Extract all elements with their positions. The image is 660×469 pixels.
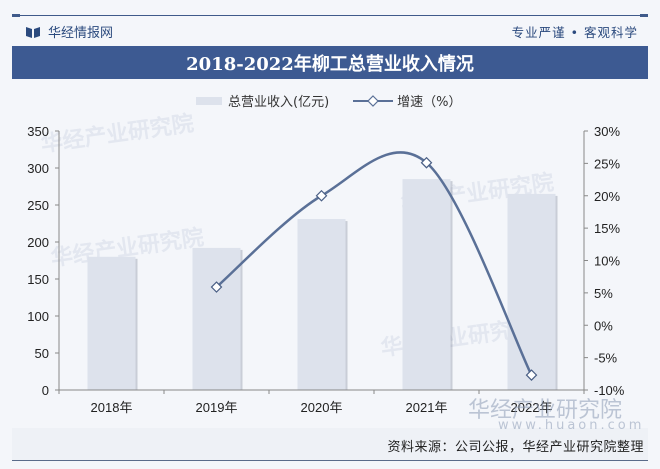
left-tick-label: 300 [27,161,49,176]
legend-bar-swatch [196,96,222,105]
legend-bar-label: 总营业收入(亿元) [228,95,330,110]
chart-legend: 总营业收入(亿元) 增速（%） [196,91,462,110]
right-tick-label: 30% [594,124,620,139]
line-marker-icon [420,156,433,169]
right-tick-label: -5% [594,351,618,366]
left-tick-label: 350 [27,124,49,139]
right-tick-label: 15% [594,221,620,236]
right-tick-label: 10% [594,254,620,269]
x-tick-label: 2020年 [301,400,343,415]
left-tick-label: 250 [27,198,49,213]
bar [87,256,136,390]
bar [192,247,241,390]
legend-line-swatch-icon [353,94,394,107]
source-note: 资料来源：公司公报，华经产业研究院整理 [387,440,644,455]
right-tick-label: 20% [594,189,620,204]
brand: 华经情报网 [26,22,113,41]
legend-line-label: 增速（%） [397,95,462,110]
left-tick-label: 200 [27,235,49,250]
line-marker-icon [315,189,328,202]
x-tick-label: 2018年 [91,400,133,415]
line-marker-icon [525,369,538,381]
left-tick-label: 50 [35,346,49,361]
x-tick-label: 2021年 [406,400,448,415]
left-tick-label: 0 [42,383,49,398]
brand-logo-icon [26,26,40,38]
right-tick-label: 5% [594,286,613,301]
right-tick-label: 0% [594,318,613,333]
chart-title: 2018-2022年柳工总营业收入情况 [186,53,474,75]
watermark-url: www.huaon.com [498,418,645,433]
chart-title-bar: 2018-2022年柳工总营业收入情况 [12,46,648,79]
growth-line [215,151,533,376]
header-rule [12,14,648,17]
left-tick-label: 100 [27,309,49,324]
bar [402,179,451,390]
slogan: 专业严谨 • 客观科学 [511,25,638,40]
line-marker-icon [210,281,223,293]
left-tick-label: 150 [27,272,49,287]
bar [297,219,346,390]
bar [507,193,556,390]
right-tick-label: -10% [594,383,625,398]
x-tick-label: 2022年 [511,400,553,415]
watermark-corner: 华经产业研究院 [468,398,623,423]
source-band [12,428,648,461]
x-tick-label: 2019年 [196,400,238,415]
right-tick-label: 25% [594,156,620,171]
brand-name: 华经情报网 [48,26,114,41]
